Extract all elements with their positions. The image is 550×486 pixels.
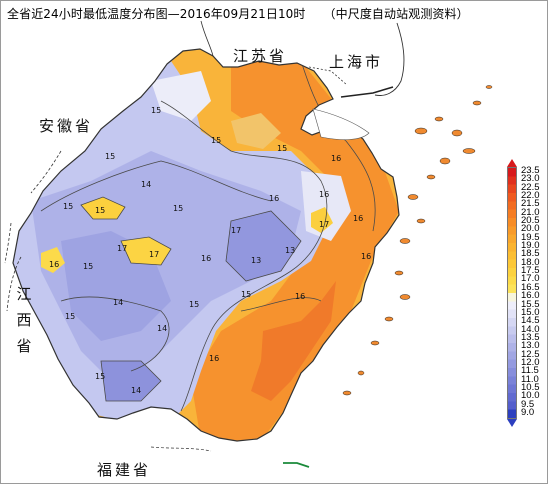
legend-label: 19.0 [521,240,540,252]
contour-label: 15 [95,206,105,215]
legend-label: 9.5 [521,398,535,410]
contour-label: 17 [149,250,159,259]
label-jiangxi-char-3: 省 [16,337,32,355]
legend-label: 13.5 [521,331,540,343]
legend-label: 13.0 [521,340,540,352]
contour-label: 16 [201,254,211,263]
contour-label: 16 [269,194,279,203]
label-jiangsu: 江苏省 [233,47,288,65]
map-title: 全省近24小时最低温度分布图—2016年09月21日10时 （中尺度自动站观测资料… [7,5,469,22]
contour-label: 13 [251,256,261,265]
legend-label: 10.5 [521,381,540,393]
contour-label: 15 [65,312,75,321]
legend-label: 23.0 [521,173,540,185]
contour-label: 15 [211,136,221,145]
legend-label: 20.5 [521,215,540,227]
label-anhui: 安徽省 [39,117,94,135]
contour-label: 16 [209,354,219,363]
legend-label: 15.0 [521,306,540,318]
contour-label: 15 [95,372,105,381]
contour-label: 14 [157,324,167,333]
legend-label: 12.0 [521,356,540,368]
contour-label: 15 [277,144,287,153]
contour-label: 15 [151,106,161,115]
contour-label: 16 [331,154,341,163]
legend-label: 15.5 [521,298,540,310]
legend-label: 9.0 [521,407,535,418]
legend-label: 14.5 [521,315,540,327]
legend-label: 22.0 [521,190,540,202]
contour-label: 15 [83,262,93,271]
contour-label: 15 [63,202,73,211]
legend-label: 16.0 [521,290,540,302]
label-shanghai: 上海市 [329,53,384,71]
legend-max-arrow [507,159,517,167]
legend-label: 11.5 [521,365,539,377]
contour-label: 16 [361,252,371,261]
contour-label: 14 [141,180,151,189]
legend-label: 17.0 [521,273,540,285]
contour-label: 15 [105,152,115,161]
contour-label: 15 [173,204,183,213]
legend-label: 20.0 [521,223,540,235]
legend-label: 23.5 [521,165,540,176]
title-main: 全省近24小时最低温度分布图—2016年09月21日10时 [7,7,306,21]
contour-label: 15 [189,300,199,309]
contour-label: 16 [49,260,59,269]
legend-color-bar [507,167,517,419]
color-legend: 23.5 23.0 22.5 22.0 21.5 21.0 20.5 20.0 19.5 19.0… [505,159,547,427]
label-fujian: 福建省 [97,461,152,479]
legend-label: 10.0 [521,390,540,402]
legend-label: 17.5 [521,265,540,277]
contour-label: 14 [113,298,123,307]
legend-label: 19.5 [521,231,540,243]
title-source: （中尺度自动站观测资料） [323,7,469,21]
legend-label: 18.5 [521,248,540,260]
contour-label: 14 [131,386,141,395]
contour-label: 15 [241,290,251,299]
legend-label: 12.5 [521,348,540,360]
legend-label: 14.0 [521,323,540,335]
contour-label: 16 [353,214,363,223]
contour-label: 17 [319,220,329,229]
contour-label: 17 [117,244,127,253]
label-jiangxi: 江 西 省 [15,281,33,359]
legend-min-arrow [507,419,517,427]
contour-label: 16 [295,292,305,301]
legend-label: 22.5 [521,181,540,193]
contour-label: 13 [285,246,295,255]
contour-label: 17 [231,226,241,235]
legend-label: 16.5 [521,281,540,293]
label-jiangxi-char-1: 江 [16,285,32,303]
legend-label: 18.0 [521,256,540,268]
legend-label: 21.5 [521,198,540,210]
label-jiangxi-char-2: 西 [16,311,32,329]
contour-label: 16 [319,190,329,199]
legend-label: 21.0 [521,206,540,218]
legend-label: 11.0 [521,373,539,385]
